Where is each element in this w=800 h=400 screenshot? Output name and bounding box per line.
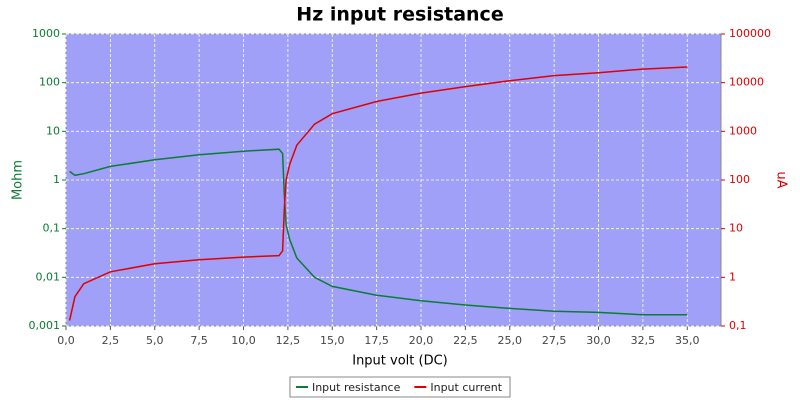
y2-tick-label: 1 xyxy=(729,270,736,283)
y2-tick-label: 10000 xyxy=(729,76,764,89)
x-tick-label: 15,0 xyxy=(320,334,345,347)
x-tick-label: 32,5 xyxy=(631,334,656,347)
y2-tick-label: 10 xyxy=(729,222,743,235)
y2-tick-label: 1000 xyxy=(729,124,757,137)
x-tick-label: 20,0 xyxy=(409,334,434,347)
x-tick-label: 17,5 xyxy=(364,334,389,347)
y-tick-label: 1 xyxy=(53,173,60,186)
x-tick-label: 30,0 xyxy=(586,334,611,347)
x-tick-label: 25,0 xyxy=(498,334,523,347)
chart-title: Hz input resistance xyxy=(296,4,503,26)
x-tick-label: 7,5 xyxy=(190,334,208,347)
x-tick-label: 2,5 xyxy=(102,334,120,347)
data-line xyxy=(69,148,688,316)
x-tick-label: 10,0 xyxy=(231,334,256,347)
y2-tick-label: 100000 xyxy=(729,27,771,40)
y-tick-label: 10 xyxy=(46,124,60,137)
y-tick-label: 0,001 xyxy=(29,319,61,332)
y-tick-label: 0,01 xyxy=(36,270,61,283)
y-tick-label: 1000 xyxy=(32,27,60,40)
legend: Input resistance Input current xyxy=(289,376,511,398)
legend-label: Input resistance xyxy=(312,381,401,394)
x-axis-label: Input volt (DC) xyxy=(352,354,448,369)
x-tick-label: 22,5 xyxy=(453,334,478,347)
x-tick-label: 0,0 xyxy=(57,334,75,347)
y2-axis-label: uA xyxy=(774,171,789,188)
x-tick-label: 5,0 xyxy=(146,334,164,347)
legend-box xyxy=(289,376,511,398)
y2-tick-label: 0,1 xyxy=(729,319,747,332)
legend-label: Input current xyxy=(430,381,502,394)
y2-tick-label: 100 xyxy=(729,173,750,186)
data-line xyxy=(68,66,688,321)
y-tick-label: 0,1 xyxy=(43,222,61,235)
x-tick-label: 27,5 xyxy=(542,334,567,347)
y-axis-label: Mohm xyxy=(11,160,26,200)
x-tick-label: 12,5 xyxy=(276,334,301,347)
x-tick-label: 35,0 xyxy=(675,334,700,347)
y-tick-label: 100 xyxy=(39,76,60,89)
